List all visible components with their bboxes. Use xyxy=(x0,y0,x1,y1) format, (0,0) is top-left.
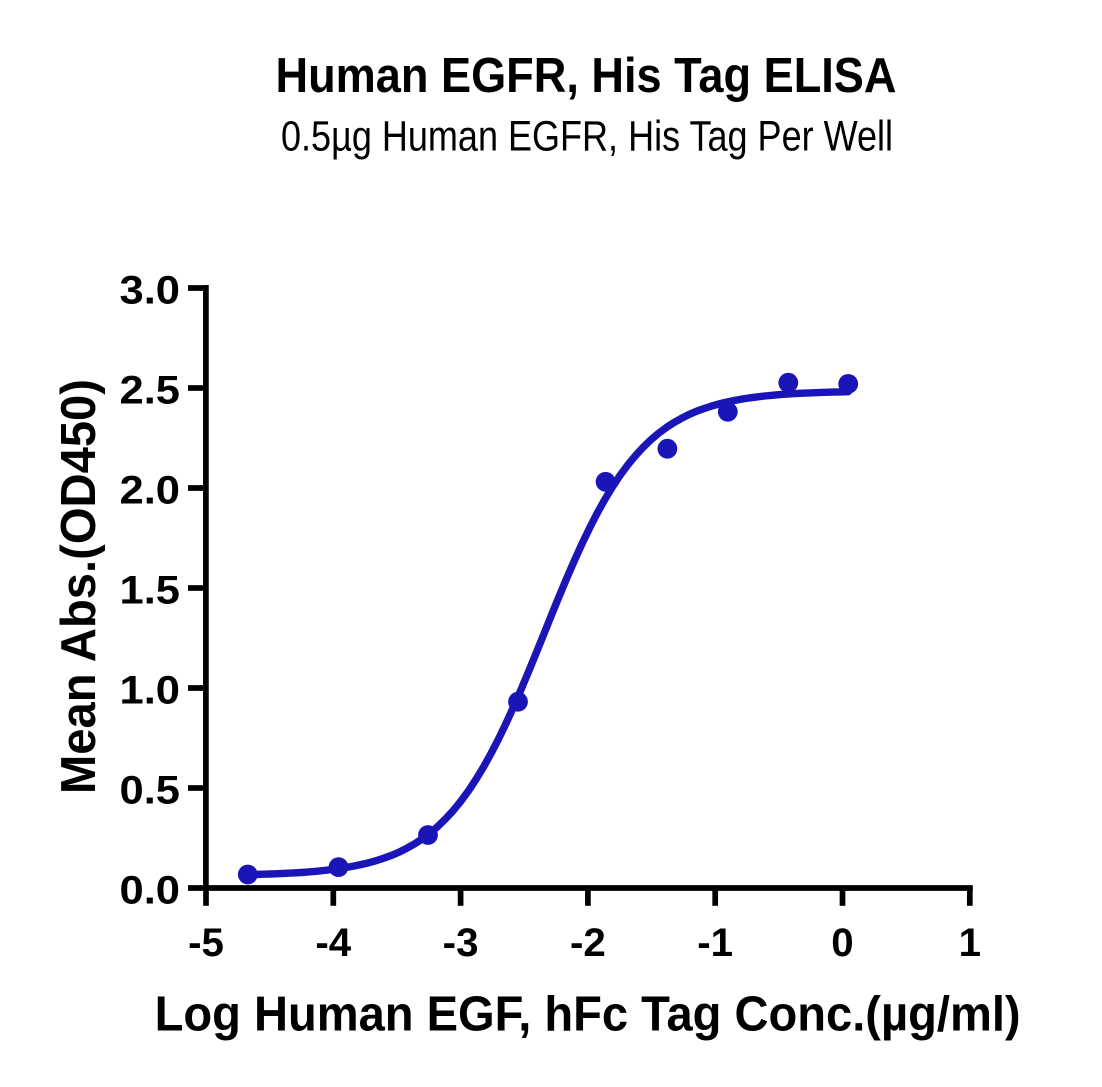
svg-text:-1: -1 xyxy=(697,920,733,965)
svg-text:0.0: 0.0 xyxy=(120,868,181,913)
svg-text:1.5: 1.5 xyxy=(120,568,181,613)
svg-text:0: 0 xyxy=(831,920,853,965)
svg-text:Human EGFR, His Tag ELISA: Human EGFR, His Tag ELISA xyxy=(276,48,897,103)
svg-text:1: 1 xyxy=(959,920,981,965)
svg-text:-5: -5 xyxy=(188,920,224,965)
svg-text:Mean Abs.(OD450): Mean Abs.(OD450) xyxy=(51,379,106,794)
svg-text:1.0: 1.0 xyxy=(120,668,181,713)
svg-text:Log Human EGF, hFc Tag Conc.(µ: Log Human EGF, hFc Tag Conc.(µg/ml) xyxy=(155,986,1021,1041)
svg-text:3.0: 3.0 xyxy=(120,268,181,313)
svg-text:2.0: 2.0 xyxy=(120,468,181,513)
svg-text:-4: -4 xyxy=(315,920,351,965)
svg-text:-3: -3 xyxy=(443,920,479,965)
svg-text:0.5: 0.5 xyxy=(120,768,181,813)
svg-text:2.5: 2.5 xyxy=(120,368,181,413)
svg-text:-2: -2 xyxy=(570,920,606,965)
svg-text:0.5µg Human EGFR, His Tag Per: 0.5µg Human EGFR, His Tag Per Well xyxy=(281,113,893,160)
